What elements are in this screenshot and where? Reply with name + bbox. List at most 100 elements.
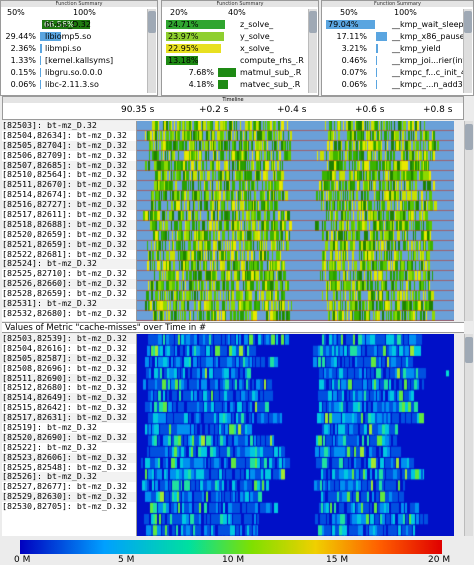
process-label[interactable]: [82511,82670]: bt-mz_D.32 — [2, 179, 136, 191]
summary-name: __kmpc_...n_add32 — [392, 80, 468, 89]
panel-title: Function Summary — [1, 1, 157, 7]
summary-row[interactable]: 0.07% __kmpc_f...c_init_4 — [322, 67, 473, 78]
summary-bar — [326, 20, 375, 29]
scrollbar-thumb[interactable] — [464, 11, 472, 33]
process-label[interactable]: [82518,82688]: bt-mz_D.32 — [2, 219, 136, 230]
scrollbar-thumb[interactable] — [465, 337, 473, 363]
summary-row[interactable]: 0.06% libc-2.11.3.so — [1, 79, 157, 90]
summary-row[interactable]: 0.46% __kmp_joi...rier(int) — [322, 55, 473, 66]
summary-name: matmul_sub_.R — [240, 68, 302, 77]
summary-bar — [40, 32, 61, 41]
summary-bar — [218, 68, 236, 77]
summary-row[interactable]: 7.68% matmul_sub_.R — [162, 67, 318, 78]
summary-bar — [166, 56, 198, 65]
process-label[interactable]: [82506,82709]: bt-mz_D.32 — [2, 149, 127, 160]
summary-row[interactable]: 4.18% matvec_sub_.R — [162, 79, 318, 90]
summary-name: libmpi.so — [45, 44, 82, 53]
color-legend — [20, 540, 442, 554]
summary-name: __kmpc_f...c_init_4 — [392, 68, 466, 77]
process-label[interactable]: [82515,82642]: bt-mz_D.32 — [2, 402, 127, 413]
summary-row[interactable]: 29.44% libiomp5.so — [1, 31, 157, 42]
process-label[interactable]: [82516,82727]: bt-mz_D.32 — [2, 199, 136, 211]
process-label[interactable]: [82511,82690]: bt-mz_D.32 — [2, 373, 136, 384]
process-label[interactable]: [82520,82690]: bt-mz_D.32 — [2, 432, 136, 443]
process-label[interactable]: [82522]: bt-mz_D.32 — [2, 441, 97, 452]
metric-heatmap[interactable] — [137, 334, 454, 536]
process-label[interactable]: [82503]: bt-mz_D.32 — [2, 121, 136, 131]
process-label[interactable]: [82512,82680]: bt-mz_D.32 — [2, 382, 127, 393]
timeline-function-trace[interactable] — [137, 121, 454, 321]
scrollbar-thumb[interactable] — [309, 11, 317, 33]
summary-row[interactable]: 0.06% __kmpc_...n_add32 — [322, 79, 473, 90]
process-label[interactable]: [82532,82680]: bt-mz_D.32 — [2, 307, 127, 318]
timeline-scrollbar[interactable] — [464, 121, 473, 321]
process-label[interactable]: [82520,82659]: bt-mz_D.32 — [2, 228, 127, 239]
process-label[interactable]: [82504,82634]: bt-mz_D.32 — [2, 129, 127, 140]
process-label[interactable]: [82524]: bt-mz_D.32 — [2, 259, 136, 270]
summary-bar — [166, 32, 224, 41]
summary-row[interactable]: 22.95% x_solve_ — [162, 43, 318, 54]
process-label[interactable]: [82503,82539]: bt-mz_D.32 — [2, 334, 136, 344]
process-label[interactable]: [82526,82660]: bt-mz_D.32 — [2, 278, 136, 290]
process-label[interactable]: [82519]: bt-mz_D.32 — [2, 422, 97, 433]
process-label[interactable]: [82525,82710]: bt-mz_D.32 — [2, 268, 127, 279]
summary-bar — [376, 44, 378, 53]
process-label[interactable]: [82522,82681]: bt-mz_D.32 — [2, 248, 127, 259]
summary-row[interactable]: 13.18% compute_rhs_.R — [162, 55, 318, 66]
summary-value: 7.68% — [188, 68, 214, 77]
summary-row[interactable]: 66.56% bt-mz_D.32 — [1, 19, 157, 30]
process-label[interactable]: [82526]: bt-mz_D.32 — [2, 472, 136, 483]
process-label[interactable]: [82514,82649]: bt-mz_D.32 — [2, 392, 136, 404]
summary-row[interactable]: 79.04% __kmp_wait_sleep — [322, 19, 473, 30]
summary-row[interactable]: 17.11% __kmp_x86_pause — [322, 31, 473, 42]
time-tick: 90.35 s — [121, 105, 155, 115]
process-label[interactable]: [82527,82677]: bt-mz_D.32 — [2, 481, 127, 492]
process-label[interactable]: [82521,82659]: bt-mz_D.32 — [2, 239, 136, 250]
summary-bar — [166, 20, 225, 29]
process-label[interactable]: [82530,82705]: bt-mz_D.32 — [2, 501, 127, 512]
process-label[interactable]: [82505,82704]: bt-mz_D.32 — [2, 140, 136, 151]
process-labels-top: [82503]: bt-mz_D.32 [82504,82634]: bt-mz_… — [2, 121, 137, 321]
metric-scrollbar[interactable] — [464, 334, 473, 536]
process-label[interactable]: [82505,82587]: bt-mz_D.32 — [2, 353, 136, 364]
axis-tick: 100% — [73, 8, 96, 17]
summary-bar — [40, 56, 41, 65]
summary-row[interactable]: 0.15% libgru.so.0.0.0 — [1, 67, 157, 78]
legend-tick: 20 M — [428, 555, 451, 565]
process-label[interactable]: [82508,82696]: bt-mz_D.32 — [2, 362, 127, 373]
process-label[interactable]: [82514,82674]: bt-mz_D.32 — [2, 189, 127, 200]
process-label[interactable]: [82504,82616]: bt-mz_D.32 — [2, 342, 127, 353]
summary-row[interactable]: 1.33% [kernel.kallsyms] — [1, 55, 157, 66]
scrollbar[interactable] — [308, 9, 317, 93]
scrollbar[interactable] — [147, 9, 156, 93]
process-label[interactable]: [82523,82606]: bt-mz_D.32 — [2, 452, 136, 463]
scrollbar[interactable] — [463, 9, 472, 93]
process-label[interactable]: [82510,82564]: bt-mz_D.32 — [2, 169, 127, 180]
summary-name: z_solve_ — [240, 20, 274, 29]
summary-value: 66.56% — [44, 20, 75, 29]
summary-value: 0.06% — [341, 80, 367, 89]
summary-name: __kmp_x86_pause — [392, 32, 465, 41]
summary-row[interactable]: 3.21% __kmp_yield — [322, 43, 473, 54]
summary-bar — [376, 80, 377, 89]
axis-tick: 50% — [7, 8, 25, 17]
summary-row[interactable]: 2.36% libmpi.so — [1, 43, 157, 54]
process-label[interactable]: [82531]: bt-mz_D.32 — [2, 298, 136, 309]
summary-row[interactable]: 23.97% y_solve_ — [162, 31, 318, 42]
summary-bar — [40, 80, 41, 89]
process-label[interactable]: [82517,82611]: bt-mz_D.32 — [2, 209, 127, 220]
summary-row[interactable]: 24.71% z_solve_ — [162, 19, 318, 30]
scrollbar-thumb[interactable] — [465, 124, 473, 150]
time-tick: +0.4 s — [277, 105, 307, 115]
legend-tick: 10 M — [222, 555, 245, 565]
process-label[interactable]: [82529,82630]: bt-mz_D.32 — [2, 491, 136, 503]
process-label[interactable]: [82525,82548]: bt-mz_D.32 — [2, 461, 127, 472]
summary-value: 0.06% — [10, 80, 36, 89]
process-label[interactable]: [82528,82659]: bt-mz_D.32 — [2, 288, 127, 299]
summary-value: 13.18% — [168, 56, 199, 65]
scrollbar-thumb[interactable] — [148, 11, 156, 33]
time-tick: +0.6 s — [355, 105, 385, 115]
process-label[interactable]: [82517,82631]: bt-mz_D.32 — [2, 412, 136, 424]
process-label[interactable]: [82507,82685]: bt-mz_D.32 — [2, 160, 136, 171]
summary-value: 79.04% — [328, 20, 359, 29]
